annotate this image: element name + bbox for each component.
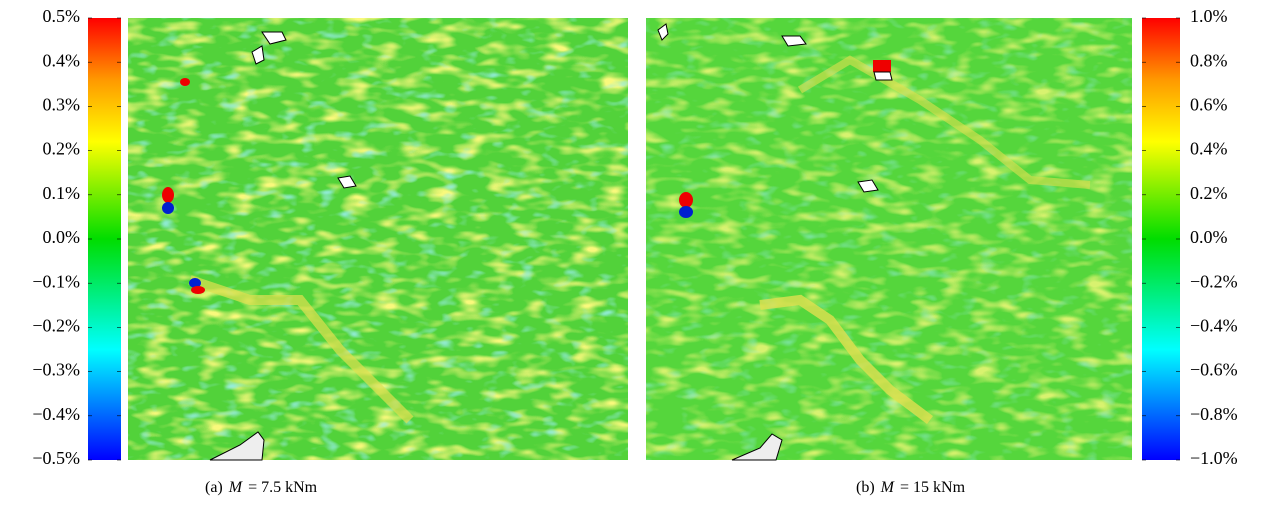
colorbar-tick-label: 0.6%	[1190, 95, 1228, 115]
colorbar-tick-label: −0.8%	[1190, 404, 1238, 424]
colorbar-tick-label: −1.0%	[1190, 448, 1238, 468]
strain-field-b	[646, 18, 1132, 460]
colorbar-tick-label: 0.0%	[1190, 227, 1228, 247]
colorbar-tick-label: −0.3%	[32, 360, 80, 380]
caption-variable: M	[228, 479, 244, 496]
colorbar-tick-label: 0.2%	[1190, 183, 1228, 203]
colorbar-tick-label: 0.3%	[43, 95, 81, 115]
caption-label: (b)	[856, 479, 875, 496]
caption-label: (a)	[205, 479, 223, 496]
colorbar-tick-label: 0.2%	[43, 139, 81, 159]
colorbar-tick-label: 0.8%	[1190, 50, 1228, 70]
colorbar-tick-label: 0.5%	[43, 6, 81, 26]
colorbar-tick-label: −0.4%	[32, 404, 80, 424]
caption-a: (a) M= 7.5 kNm	[205, 479, 318, 496]
colorbar-tick-label: 0.1%	[43, 183, 81, 203]
colorbar-tick-label: 0.4%	[43, 50, 81, 70]
caption-b: (b) M= 15 kNm	[856, 479, 966, 496]
colorbar-tick-label: 0.0%	[43, 227, 81, 247]
colorbar-tick-label: −0.2%	[32, 316, 80, 336]
colorbar-tick-label: −0.4%	[1190, 316, 1238, 336]
caption-rest: = 7.5 kNm	[248, 479, 318, 496]
colorbar-tick-label: −0.2%	[1190, 271, 1238, 291]
colorbar-tick-label: −0.5%	[32, 448, 80, 468]
colorbar-a	[88, 18, 121, 460]
caption-variable: M	[880, 479, 896, 496]
caption-rest: = 15 kNm	[900, 479, 966, 496]
colorbar-tick-label: −0.1%	[32, 271, 80, 291]
strain-field-a	[128, 18, 628, 460]
colorbar-tick-label: 0.4%	[1190, 139, 1228, 159]
colorbar-b	[1142, 18, 1180, 460]
figure: (a)M= 7.5 kNm (b)M= 15 kNm 0.5%0.4%0.3%0…	[0, 0, 1266, 505]
colorbar-tick-label: 1.0%	[1190, 6, 1228, 26]
colorbar-tick-label: −0.6%	[1190, 360, 1238, 380]
